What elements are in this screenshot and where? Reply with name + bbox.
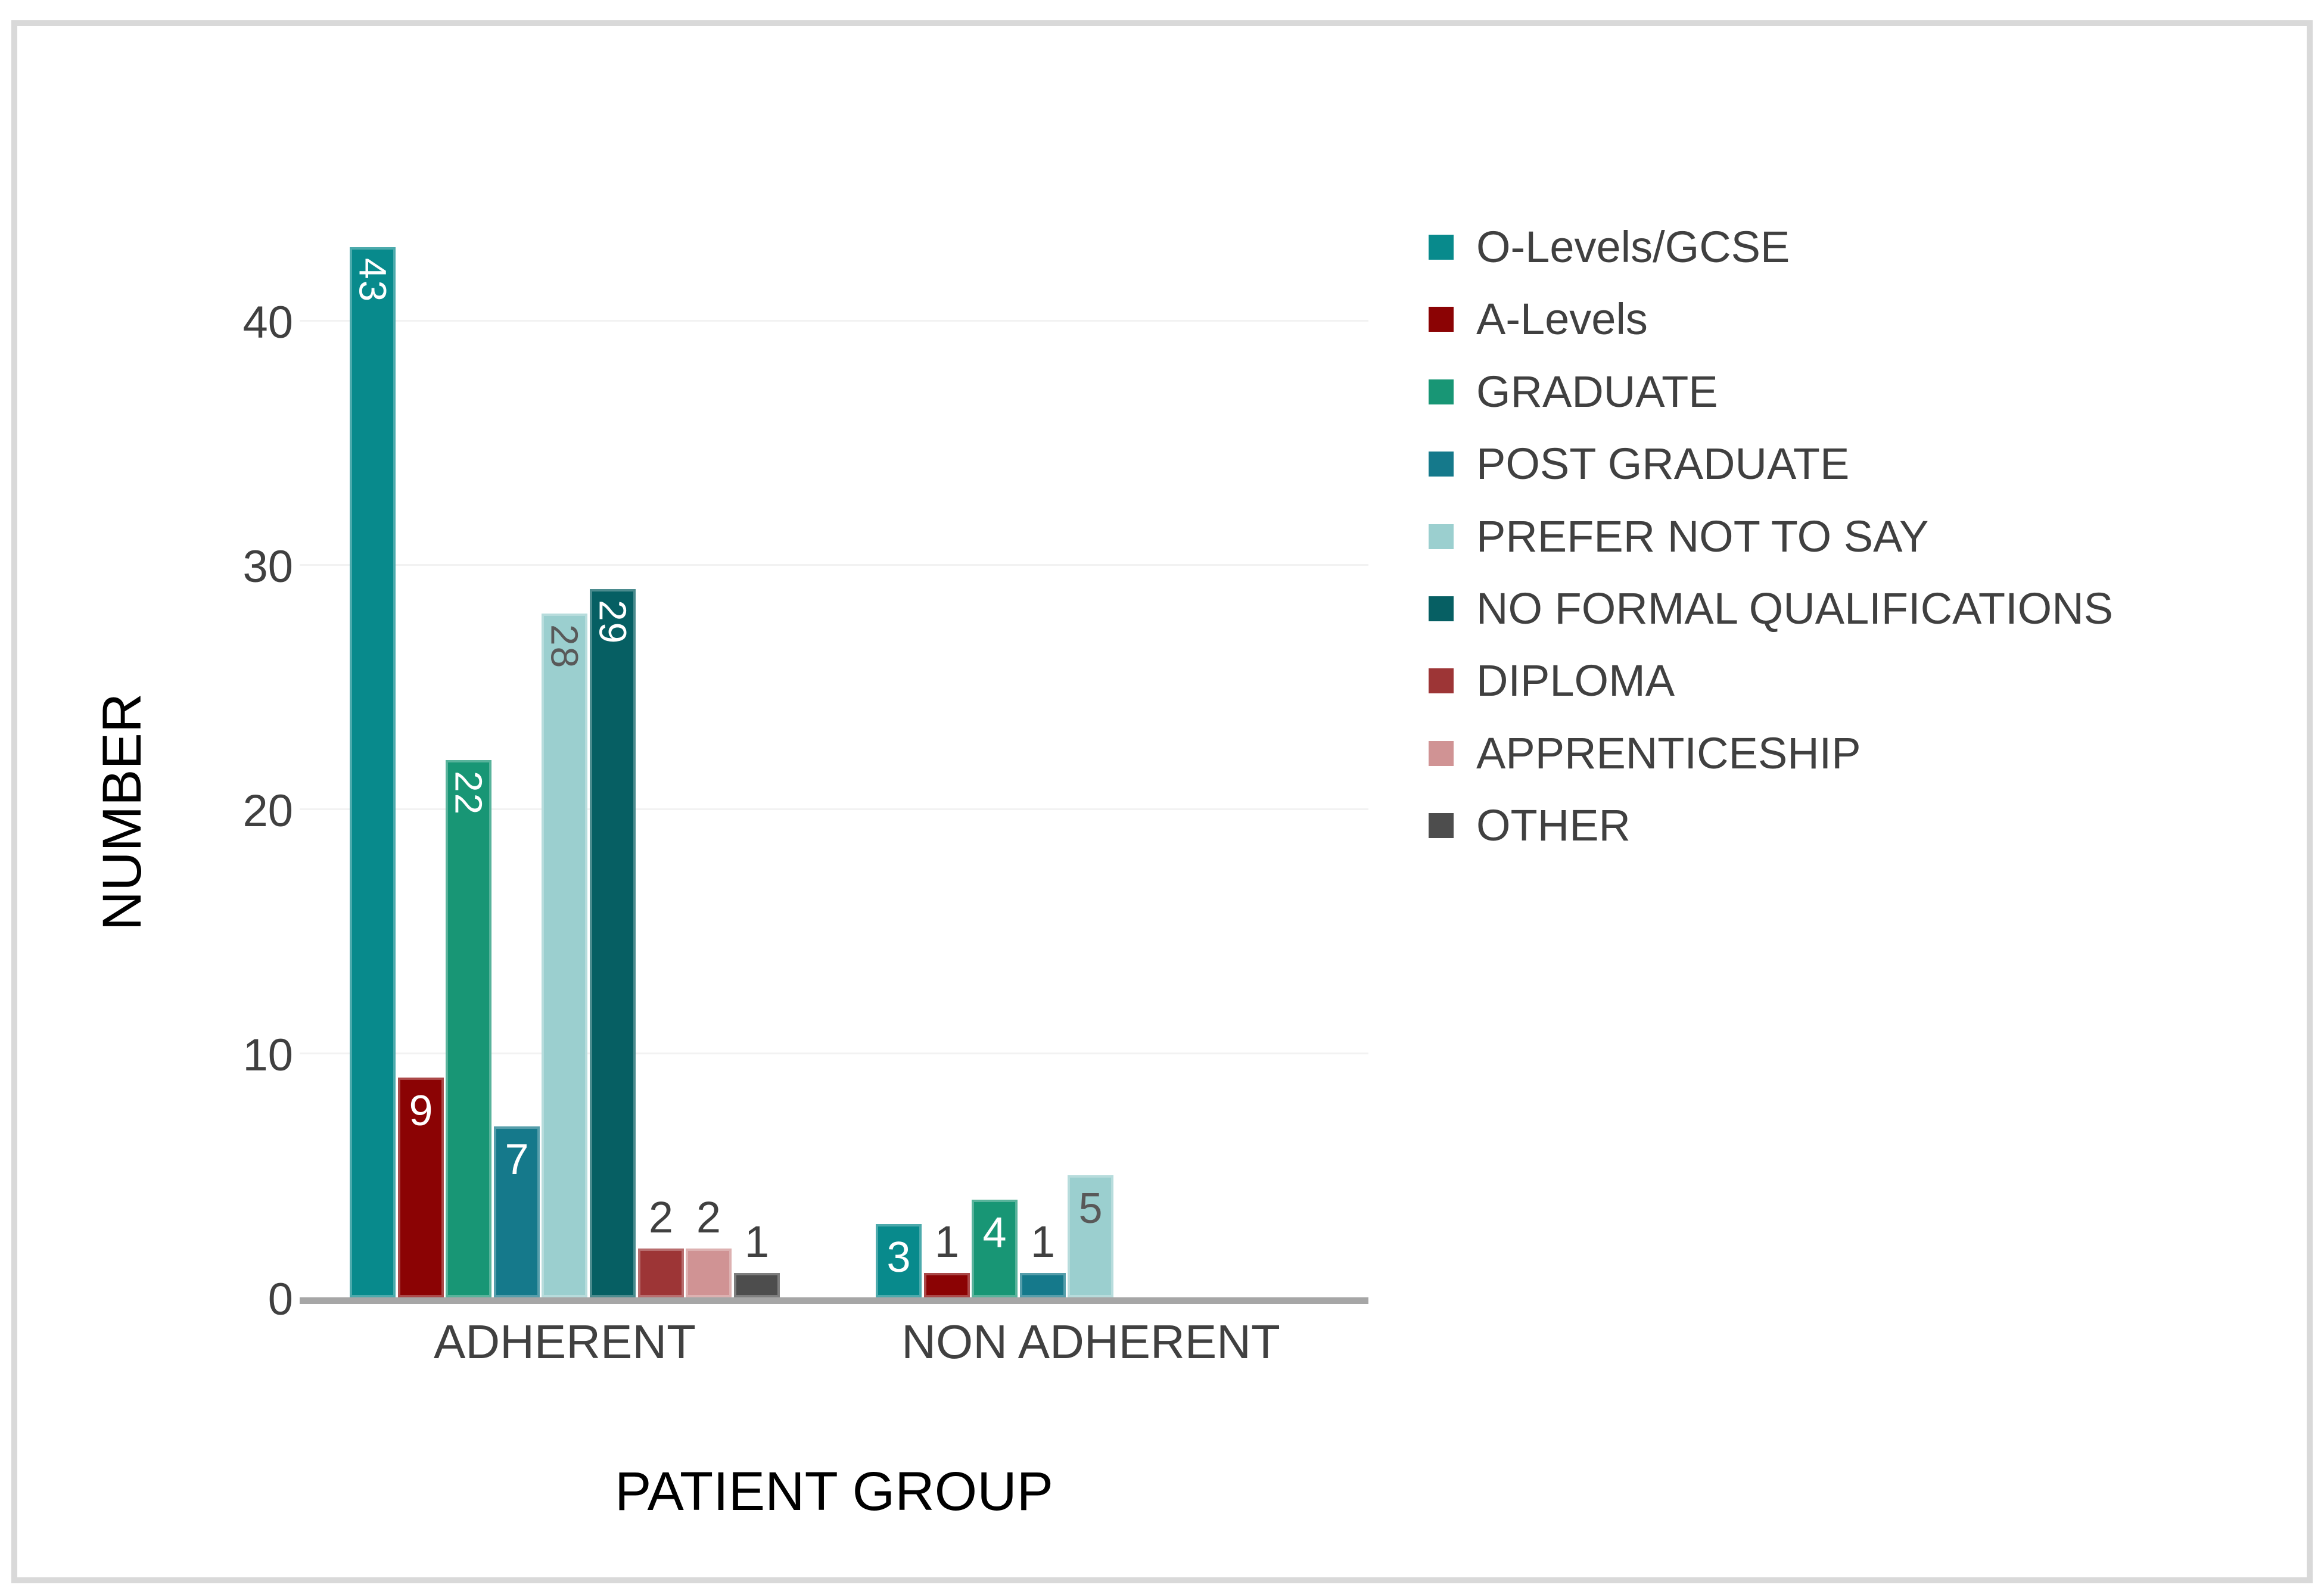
value-label: 1 — [744, 1217, 770, 1266]
legend-label-a-levels: A-Levels — [1476, 294, 1648, 344]
y-axis-tick-label: 10 — [242, 1030, 293, 1081]
y-axis-tick-label: 0 — [267, 1274, 293, 1325]
legend-label-post-graduate: POST GRADUATE — [1476, 439, 1850, 488]
legend-swatch-o-levels-gcse — [1429, 235, 1454, 260]
y-axis-tick-label: 30 — [242, 541, 293, 592]
legend-label-o-levels-gcse: O-Levels/GCSE — [1476, 222, 1790, 272]
legend-label-graduate: GRADUATE — [1476, 367, 1718, 416]
bar-graduate-adherent — [446, 760, 491, 1297]
gridline — [300, 1053, 1368, 1054]
bar-a-levels-adherent — [398, 1078, 444, 1297]
legend-swatch-a-levels — [1429, 307, 1454, 332]
bar-o-levels-gcse-adherent — [350, 247, 396, 1297]
x-axis-line — [300, 1297, 1368, 1304]
category-label-non-adherent: NON ADHERENT — [901, 1315, 1280, 1368]
legend-label-no-formal-qualifications: NO FORMAL QUALIFICATIONS — [1476, 584, 2113, 633]
value-label: 2 — [696, 1193, 721, 1242]
bar-o-levels-gcse-non-adherent — [876, 1224, 922, 1297]
value-label: 1 — [1030, 1217, 1056, 1266]
gridline — [300, 564, 1368, 566]
legend-swatch-apprenticeship — [1429, 741, 1454, 766]
y-axis-tick-label: 40 — [242, 297, 293, 348]
legend-label-prefer-not-to-say: PREFER NOT TO SAY — [1476, 512, 1929, 561]
legend-swatch-other — [1429, 813, 1454, 838]
legend-swatch-graduate — [1429, 379, 1454, 404]
value-label: 22 — [447, 771, 490, 816]
x-axis-title: PATIENT GROUP — [614, 1461, 1054, 1522]
legend-label-diploma: DIPLOMA — [1476, 656, 1675, 705]
legend-swatch-no-formal-qualifications — [1429, 596, 1454, 621]
legend-label-other: OTHER — [1476, 801, 1631, 850]
bar-other-adherent — [734, 1273, 780, 1297]
y-axis-tick-label: 20 — [242, 786, 293, 836]
value-label: 3 — [886, 1234, 911, 1281]
bar-graduate-non-adherent — [972, 1200, 1018, 1297]
gridline — [300, 320, 1368, 322]
bar-diploma-adherent — [638, 1249, 684, 1297]
value-label: 4 — [982, 1209, 1007, 1257]
value-label: 2 — [648, 1193, 674, 1242]
legend-swatch-diploma — [1429, 668, 1454, 693]
value-label: 29 — [591, 600, 634, 645]
value-label: 7 — [505, 1136, 529, 1184]
legend-swatch-prefer-not-to-say — [1429, 524, 1454, 549]
legend-label-apprenticeship: APPRENTICESHIP — [1476, 728, 1861, 778]
bar-no-formal-qualifications-adherent — [590, 589, 636, 1297]
bar-prefer-not-to-say-non-adherent — [1068, 1175, 1113, 1297]
bar-prefer-not-to-say-adherent — [542, 614, 587, 1297]
legend-swatch-post-graduate — [1429, 452, 1454, 477]
bar-post-graduate-non-adherent — [1020, 1273, 1066, 1297]
y-axis-title: NUMBER — [92, 693, 153, 931]
value-label: 9 — [409, 1087, 433, 1135]
value-label: 43 — [351, 258, 394, 303]
bar-a-levels-non-adherent — [924, 1273, 970, 1297]
category-label-adherent: ADHERENT — [433, 1315, 696, 1368]
gridline — [300, 808, 1368, 810]
bar-post-graduate-adherent — [494, 1126, 540, 1297]
bar-apprenticeship-adherent — [686, 1249, 732, 1297]
value-label: 5 — [1078, 1185, 1103, 1232]
value-label: 1 — [934, 1217, 960, 1266]
value-label: 28 — [543, 624, 586, 670]
